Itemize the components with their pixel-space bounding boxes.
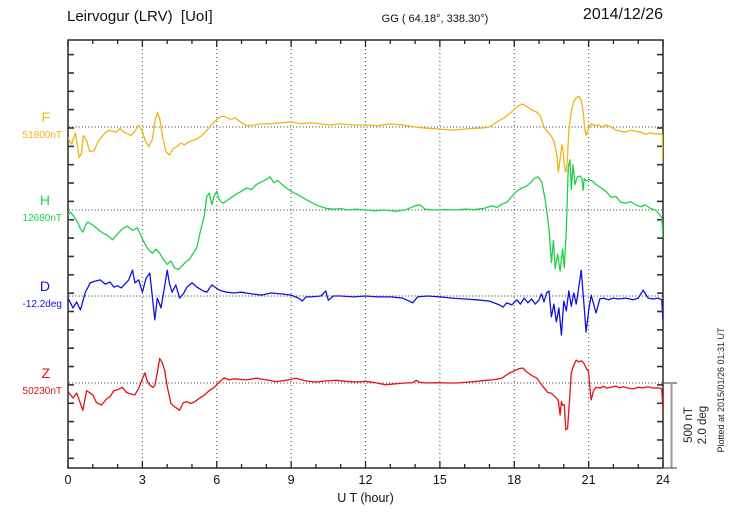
trace-F <box>68 95 663 173</box>
scale-bar-label-deg: 2.0 deg <box>697 405 709 445</box>
scale-bar-label-nt: 500 nT <box>683 407 695 443</box>
trace-H <box>68 159 663 272</box>
plotted-at-note: Plotted at 2015/01/26 01:31 UT <box>716 327 726 453</box>
x-tick-label-0: 0 <box>64 473 72 487</box>
x-tick-label-18: 18 <box>507 473 522 487</box>
series-letter-H: H <box>39 192 50 208</box>
x-tick-label-12: 12 <box>358 473 373 487</box>
series-letter-F: F <box>41 109 50 125</box>
x-tick-label-6: 6 <box>213 473 221 487</box>
station-title: Leirvogur (LRV) [UoI] <box>67 8 213 25</box>
series-baseline-value-F: 51800nT <box>22 130 62 141</box>
trace-D <box>68 269 663 336</box>
x-tick-label-3: 3 <box>138 473 146 487</box>
x-tick-label-9: 9 <box>287 473 295 487</box>
geographic-coords: GG ( 64.18°, 338.30°) <box>381 13 489 25</box>
x-tick-label-21: 21 <box>581 473 596 487</box>
x-axis-label: U T (hour) <box>337 491 394 505</box>
plot-date: 2014/12/26 <box>582 6 663 23</box>
x-tick-label-24: 24 <box>656 473 670 487</box>
trace-Z <box>68 357 663 431</box>
scale-bar-label: 500 nT 2.0 deg <box>682 379 712 471</box>
series-baseline-value-D: -12.2deg <box>22 299 62 310</box>
x-tick-label-15: 15 <box>432 473 447 487</box>
series-letter-Z: Z <box>41 365 50 381</box>
series-letter-D: D <box>39 278 50 294</box>
series-baseline-value-Z: 50230nT <box>22 386 62 397</box>
series-baseline-value-H: 12680nT <box>22 213 62 224</box>
